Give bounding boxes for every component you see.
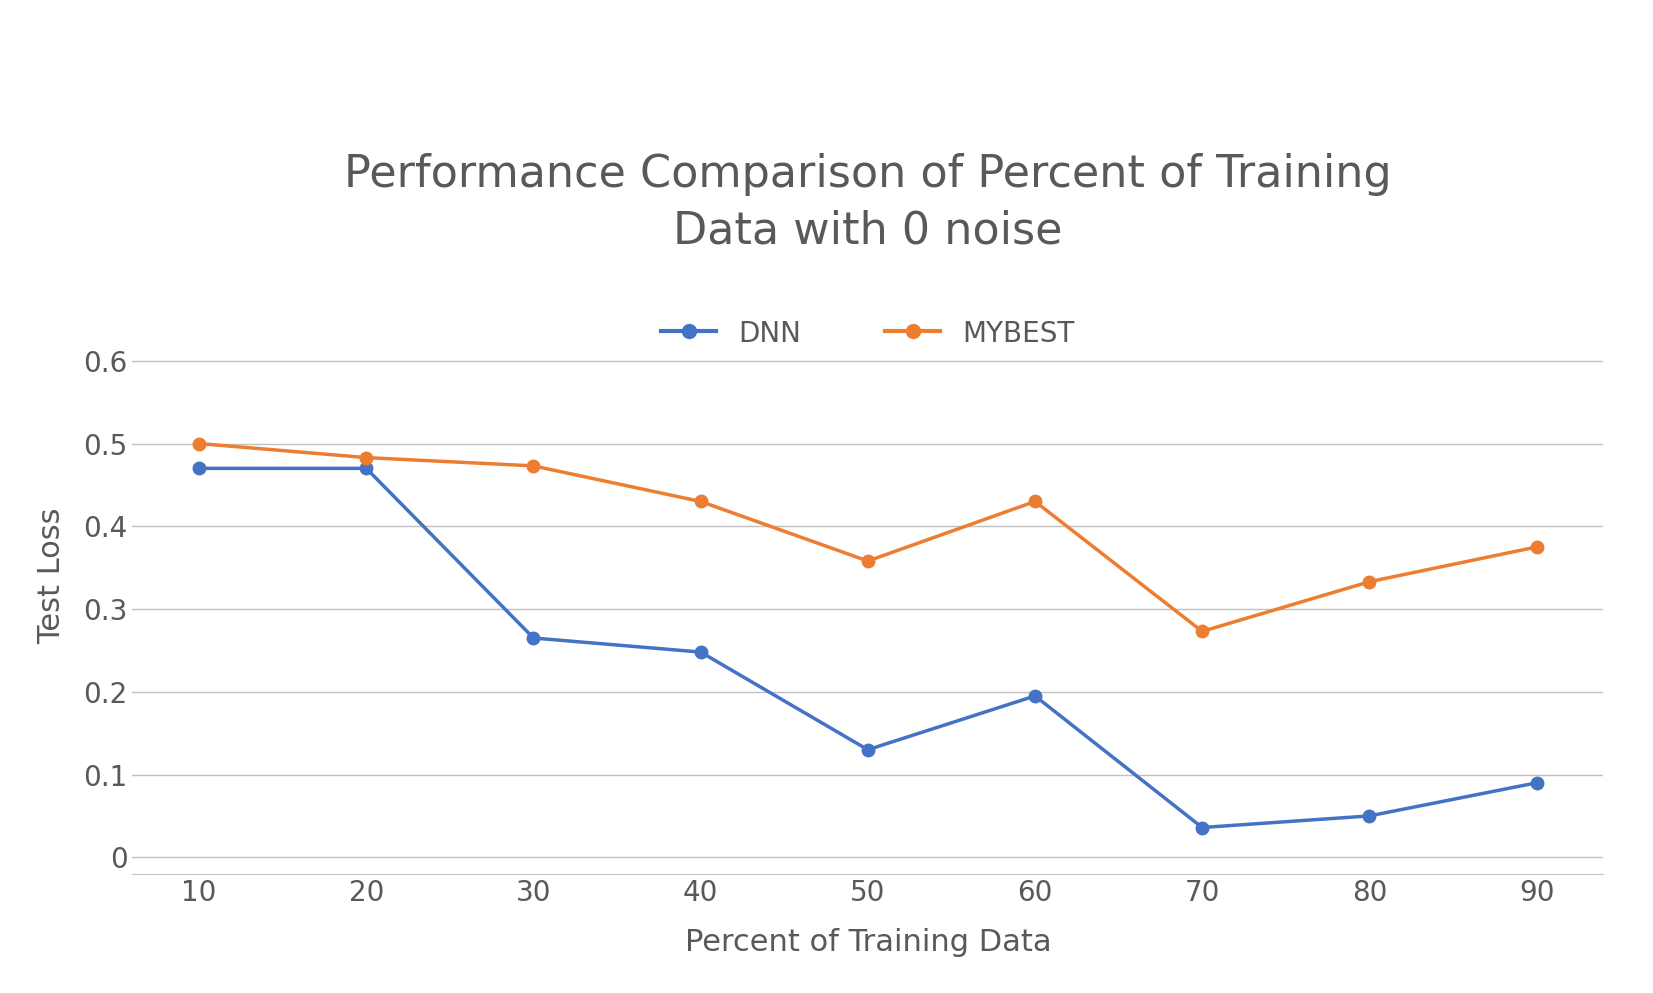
DNN	[1527, 777, 1547, 788]
DNN	[858, 744, 878, 756]
Line: DNN: DNN	[193, 462, 1542, 834]
DNN	[524, 633, 544, 644]
Line: MYBEST: MYBEST	[193, 437, 1542, 638]
Y-axis label: Test Loss: Test Loss	[38, 507, 66, 644]
DNN	[357, 463, 377, 475]
DNN	[1025, 690, 1045, 702]
DNN	[1192, 821, 1212, 833]
DNN	[691, 646, 711, 658]
MYBEST	[1527, 541, 1547, 553]
X-axis label: Percent of Training Data: Percent of Training Data	[684, 927, 1051, 956]
MYBEST	[524, 460, 544, 472]
MYBEST	[1192, 626, 1212, 638]
MYBEST	[691, 496, 711, 507]
Title: Performance Comparison of Percent of Training
Data with 0 noise: Performance Comparison of Percent of Tra…	[344, 153, 1392, 252]
MYBEST	[188, 438, 208, 450]
DNN	[188, 463, 208, 475]
Legend: DNN, MYBEST: DNN, MYBEST	[633, 292, 1103, 375]
MYBEST	[1359, 576, 1379, 588]
MYBEST	[858, 555, 878, 567]
DNN	[1359, 810, 1379, 822]
MYBEST	[357, 452, 377, 464]
MYBEST	[1025, 496, 1045, 507]
